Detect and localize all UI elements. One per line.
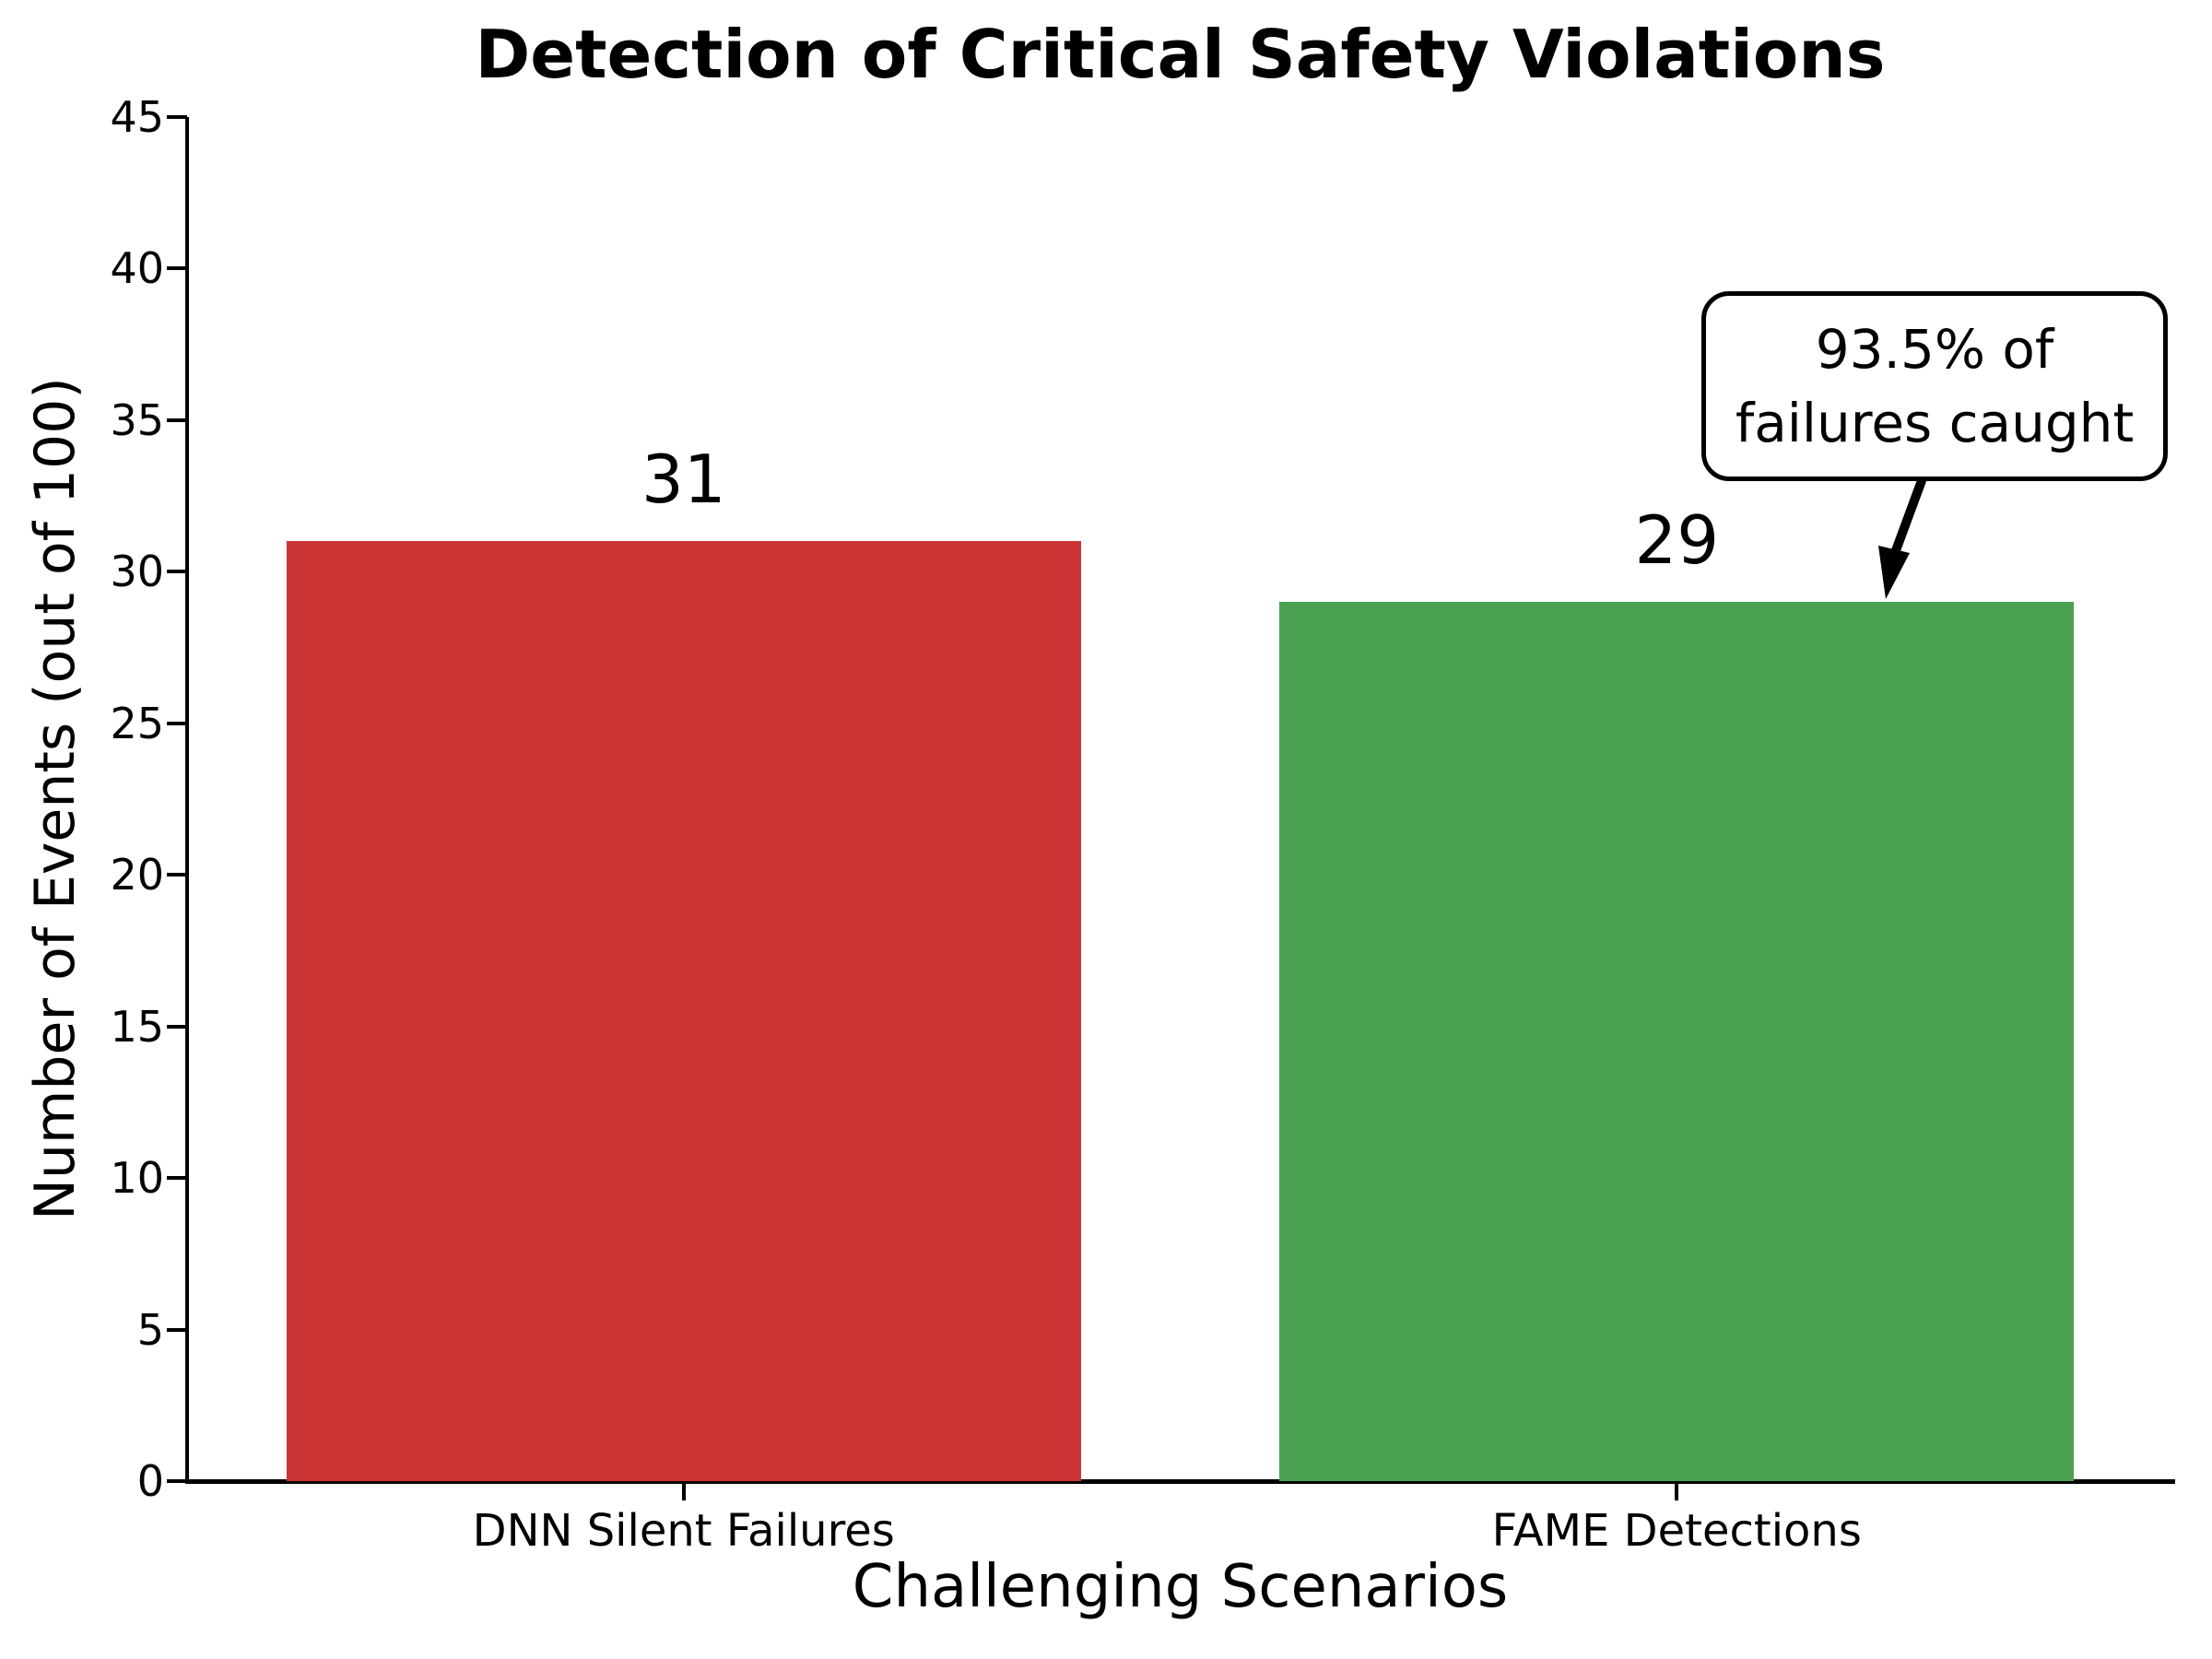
x-axis-spine (185, 1479, 2175, 1484)
y-tick-mark (167, 570, 187, 574)
y-tick-label: 10 (110, 1153, 164, 1204)
y-tick-mark (167, 1327, 187, 1332)
y-axis-label: Number of Events (out of 100) (23, 377, 88, 1221)
y-tick-mark (167, 115, 187, 119)
y-tick-mark (167, 1024, 187, 1029)
y-tick-mark (167, 1176, 187, 1181)
y-tick-label: 40 (110, 243, 164, 294)
y-tick-mark (167, 721, 187, 725)
y-tick-mark (167, 1479, 187, 1483)
y-tick-mark (167, 266, 187, 271)
bar-value-label-dnn-silent-failures: 31 (641, 441, 726, 519)
y-tick-mark (167, 873, 187, 877)
chart-title: Detection of Critical Safety Violations (475, 16, 1886, 93)
bar-value-label-fame-detections: 29 (1634, 501, 1720, 580)
y-tick-label: 30 (110, 547, 164, 597)
y-tick-label: 25 (110, 698, 164, 748)
x-tick-label-fame-detections: FAME Detections (1491, 1505, 1862, 1557)
y-tick-label: 45 (110, 92, 164, 142)
x-tick-label-dnn-silent-failures: DNN Silent Failures (472, 1505, 895, 1557)
y-tick-mark (167, 418, 187, 422)
bar-dnn-silent-failures (286, 541, 1081, 1481)
x-tick-mark (681, 1484, 686, 1500)
y-axis-spine (185, 117, 189, 1484)
y-tick-label: 0 (136, 1456, 164, 1506)
y-tick-label: 15 (110, 1001, 164, 1052)
x-tick-mark (1675, 1484, 1679, 1500)
y-tick-label: 20 (110, 850, 164, 900)
y-tick-label: 35 (110, 394, 164, 445)
bar-fame-detections (1279, 602, 2075, 1481)
x-axis-label: Challenging Scenarios (852, 1553, 1509, 1621)
y-tick-label: 5 (136, 1304, 164, 1355)
annotation-text: 93.5% of failures caught (1735, 318, 2135, 454)
annotation-callout: 93.5% of failures caught (1701, 291, 2168, 481)
